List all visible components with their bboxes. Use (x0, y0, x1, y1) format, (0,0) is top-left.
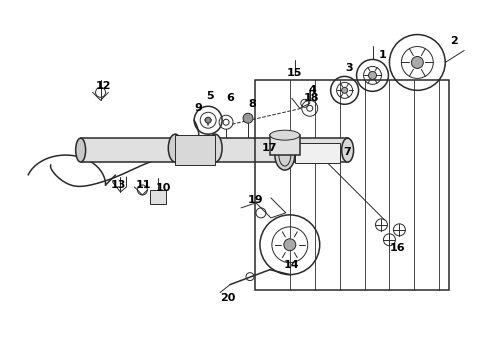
Text: 12: 12 (96, 81, 111, 91)
Text: 16: 16 (390, 243, 405, 253)
Ellipse shape (342, 138, 354, 162)
Text: 14: 14 (284, 260, 299, 270)
Bar (295, 143, 340, 163)
Text: 3: 3 (346, 63, 353, 73)
Circle shape (284, 239, 296, 251)
Text: 20: 20 (220, 293, 236, 302)
Text: 7: 7 (343, 147, 351, 157)
Text: 10: 10 (156, 183, 171, 193)
Bar (81, 138, 347, 162)
Ellipse shape (168, 134, 182, 162)
Text: 19: 19 (248, 195, 264, 205)
Circle shape (243, 113, 253, 123)
Text: 15: 15 (287, 68, 302, 78)
Bar (150, 190, 166, 204)
Ellipse shape (270, 130, 300, 140)
Ellipse shape (275, 140, 295, 170)
Text: 2: 2 (450, 36, 458, 46)
Circle shape (368, 71, 376, 80)
Text: 1: 1 (379, 50, 386, 60)
Bar (175, 135, 215, 165)
Circle shape (205, 117, 211, 123)
Text: 4: 4 (309, 85, 317, 95)
Ellipse shape (208, 134, 222, 162)
Text: 8: 8 (248, 99, 256, 109)
Text: 5: 5 (206, 91, 214, 101)
Text: 18: 18 (304, 93, 319, 103)
Circle shape (412, 57, 423, 68)
Text: 13: 13 (111, 180, 126, 190)
Text: 17: 17 (262, 143, 278, 153)
Ellipse shape (75, 138, 86, 162)
Text: 9: 9 (194, 103, 202, 113)
Bar (255, 80, 449, 289)
Text: 11: 11 (136, 180, 151, 190)
Bar (270, 135, 300, 155)
Circle shape (342, 87, 347, 93)
Text: 6: 6 (226, 93, 234, 103)
